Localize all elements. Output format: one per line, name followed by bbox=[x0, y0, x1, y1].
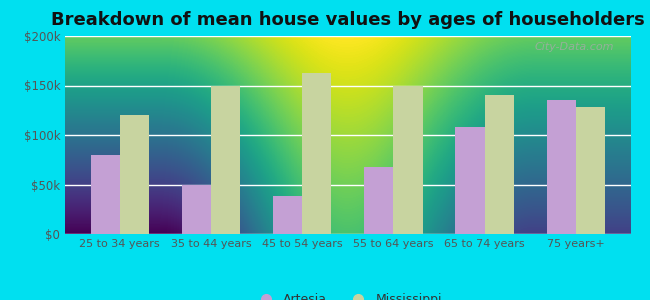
Bar bbox=[182, 184, 211, 234]
Legend: Artesia, Mississippi: Artesia, Mississippi bbox=[248, 288, 447, 300]
Bar bbox=[547, 100, 576, 234]
Text: City-Data.com: City-Data.com bbox=[534, 42, 614, 52]
Bar bbox=[90, 155, 120, 234]
Bar bbox=[484, 95, 514, 234]
Bar bbox=[211, 85, 240, 234]
Bar bbox=[393, 85, 422, 234]
Bar bbox=[456, 127, 484, 234]
Bar bbox=[273, 196, 302, 234]
Bar bbox=[120, 115, 149, 234]
Bar bbox=[576, 107, 605, 234]
Bar bbox=[302, 73, 332, 234]
Bar bbox=[364, 167, 393, 234]
Title: Breakdown of mean house values by ages of householders: Breakdown of mean house values by ages o… bbox=[51, 11, 645, 29]
